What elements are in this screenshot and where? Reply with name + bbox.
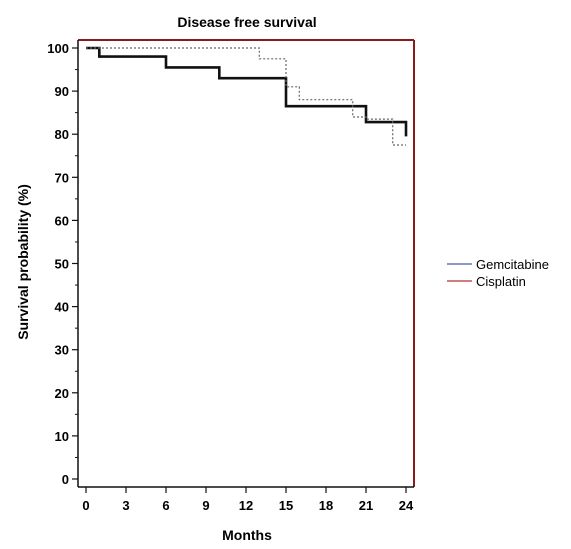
y-tick-label: 30 [55, 343, 69, 358]
y-tick-label: 90 [55, 84, 69, 99]
x-tick-label: 3 [122, 498, 129, 513]
y-tick-label: 50 [55, 257, 69, 272]
x-tick-label: 6 [162, 498, 169, 513]
y-tick-label: 60 [55, 213, 69, 228]
x-tick-label: 0 [82, 498, 89, 513]
x-tick-label: 21 [359, 498, 373, 513]
y-tick-label: 80 [55, 127, 69, 142]
x-tick-label: 12 [239, 498, 253, 513]
x-axis-ticks: 0 3 6 9 12 15 18 21 24 [82, 487, 414, 513]
x-tick-label: 18 [319, 498, 333, 513]
legend: Gemcitabine Cisplatin [447, 257, 549, 289]
y-tick-label: 70 [55, 170, 69, 185]
series-line-cisplatin [86, 47, 406, 146]
series-layer [86, 46, 408, 146]
x-tick-label: 15 [279, 498, 293, 513]
y-tick-label: 0 [62, 472, 69, 487]
y-tick-label: 40 [55, 300, 69, 315]
series-line-gemcitabine [86, 46, 408, 137]
y-tick-label: 20 [55, 386, 69, 401]
y-tick-label: 10 [55, 429, 69, 444]
x-axis-label: Months [222, 527, 272, 543]
chart-title: Disease free survival [177, 14, 316, 30]
y-axis-ticks: 0 10 20 30 40 50 60 70 80 90 100 [47, 41, 78, 487]
legend-label-cisplatin: Cisplatin [476, 274, 526, 289]
y-tick-label: 100 [47, 41, 69, 56]
y-axis-label: Survival probability (%) [15, 184, 31, 340]
x-tick-label: 24 [399, 498, 414, 513]
legend-label-gemcitabine: Gemcitabine [476, 257, 549, 272]
x-tick-label: 9 [202, 498, 209, 513]
